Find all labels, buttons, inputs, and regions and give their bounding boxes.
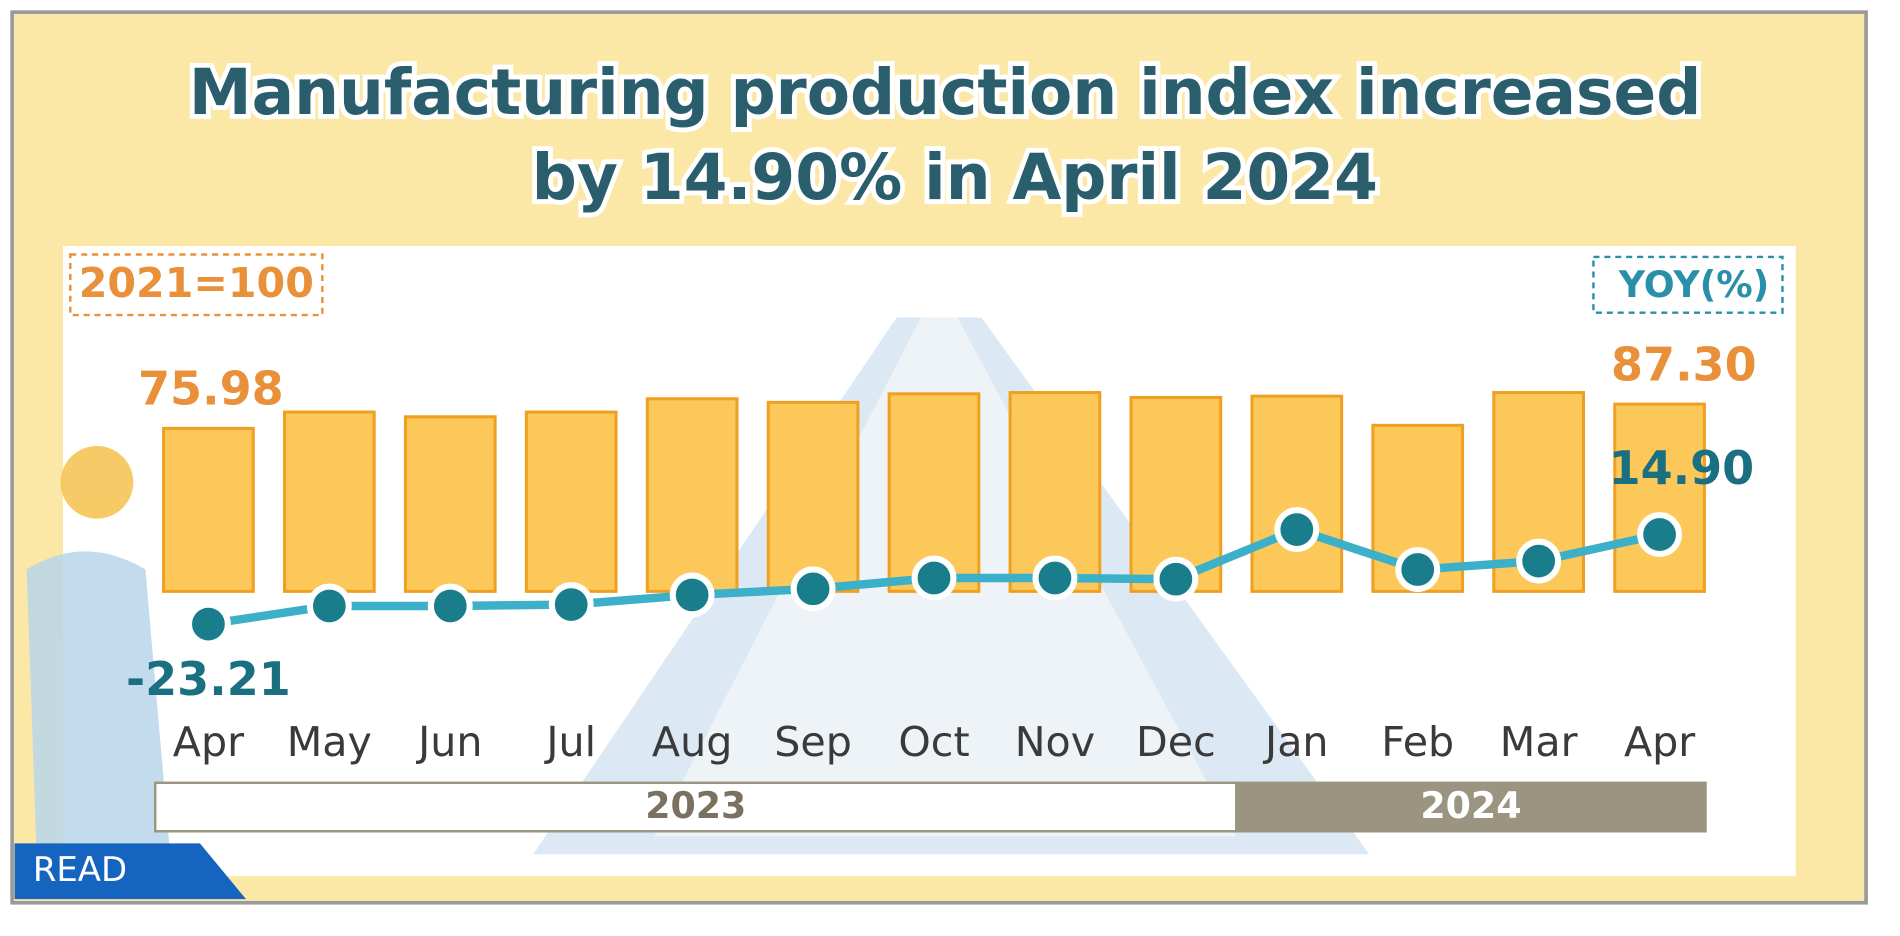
x-tick-label: Apr <box>1624 718 1695 766</box>
line-unit-label: YOY(%) <box>1618 263 1770 306</box>
point <box>306 583 352 629</box>
x-tick-label: Aug <box>652 718 732 766</box>
year-band <box>1235 781 1707 833</box>
point <box>1153 556 1199 602</box>
bar <box>645 397 739 593</box>
x-tick-label: Oct <box>898 718 969 766</box>
unit-box <box>1592 255 1784 314</box>
worker <box>26 445 170 849</box>
point <box>1032 555 1078 601</box>
bar <box>403 415 497 593</box>
year-label: 2023 <box>645 784 746 827</box>
bar <box>766 400 860 593</box>
point <box>1516 538 1562 584</box>
bar-unit-label: 2021=100 <box>79 259 314 307</box>
plot: 75.98 87.30 -23.21 14.90 Apr May Jun Jul Aug Sep O… <box>126 337 1757 833</box>
point <box>548 582 594 627</box>
point <box>790 566 836 612</box>
data-label: 75.98 <box>138 362 284 416</box>
year-band <box>154 781 1238 833</box>
data-label: 14.90 <box>1609 441 1755 495</box>
year-label: 2024 <box>1420 784 1521 827</box>
x-tick-label: Nov <box>1015 718 1095 766</box>
x-tick-label: Jul <box>543 718 596 766</box>
point <box>911 555 957 601</box>
badge <box>14 843 246 900</box>
x-tick-label: Feb <box>1381 718 1454 766</box>
title-line: Manufacturing production index increased <box>189 56 1701 129</box>
x-tick-label: Jan <box>1262 718 1329 766</box>
point <box>1395 547 1441 592</box>
point <box>669 572 715 618</box>
x-tick-label: Sep <box>774 718 852 766</box>
point <box>186 601 231 647</box>
x-tick-label: Jun <box>415 718 482 766</box>
x-tick-label: Mar <box>1500 718 1578 766</box>
data-label: -23.21 <box>126 652 291 706</box>
unit-box <box>69 253 324 317</box>
bar <box>1250 394 1344 593</box>
x-tick-label: Apr <box>173 718 244 766</box>
point <box>1637 512 1683 557</box>
title-line: by 14.90% in April 2024 <box>532 141 1378 214</box>
x-tick-label: Dec <box>1136 718 1216 766</box>
x-tick-label: May <box>287 718 372 766</box>
data-label: 87.30 <box>1611 337 1757 391</box>
bar <box>283 410 376 593</box>
bar <box>524 410 618 593</box>
bar <box>162 426 255 593</box>
bar <box>1613 402 1706 593</box>
point <box>427 583 473 629</box>
badge-label: READ <box>33 850 127 889</box>
point <box>1274 507 1320 552</box>
